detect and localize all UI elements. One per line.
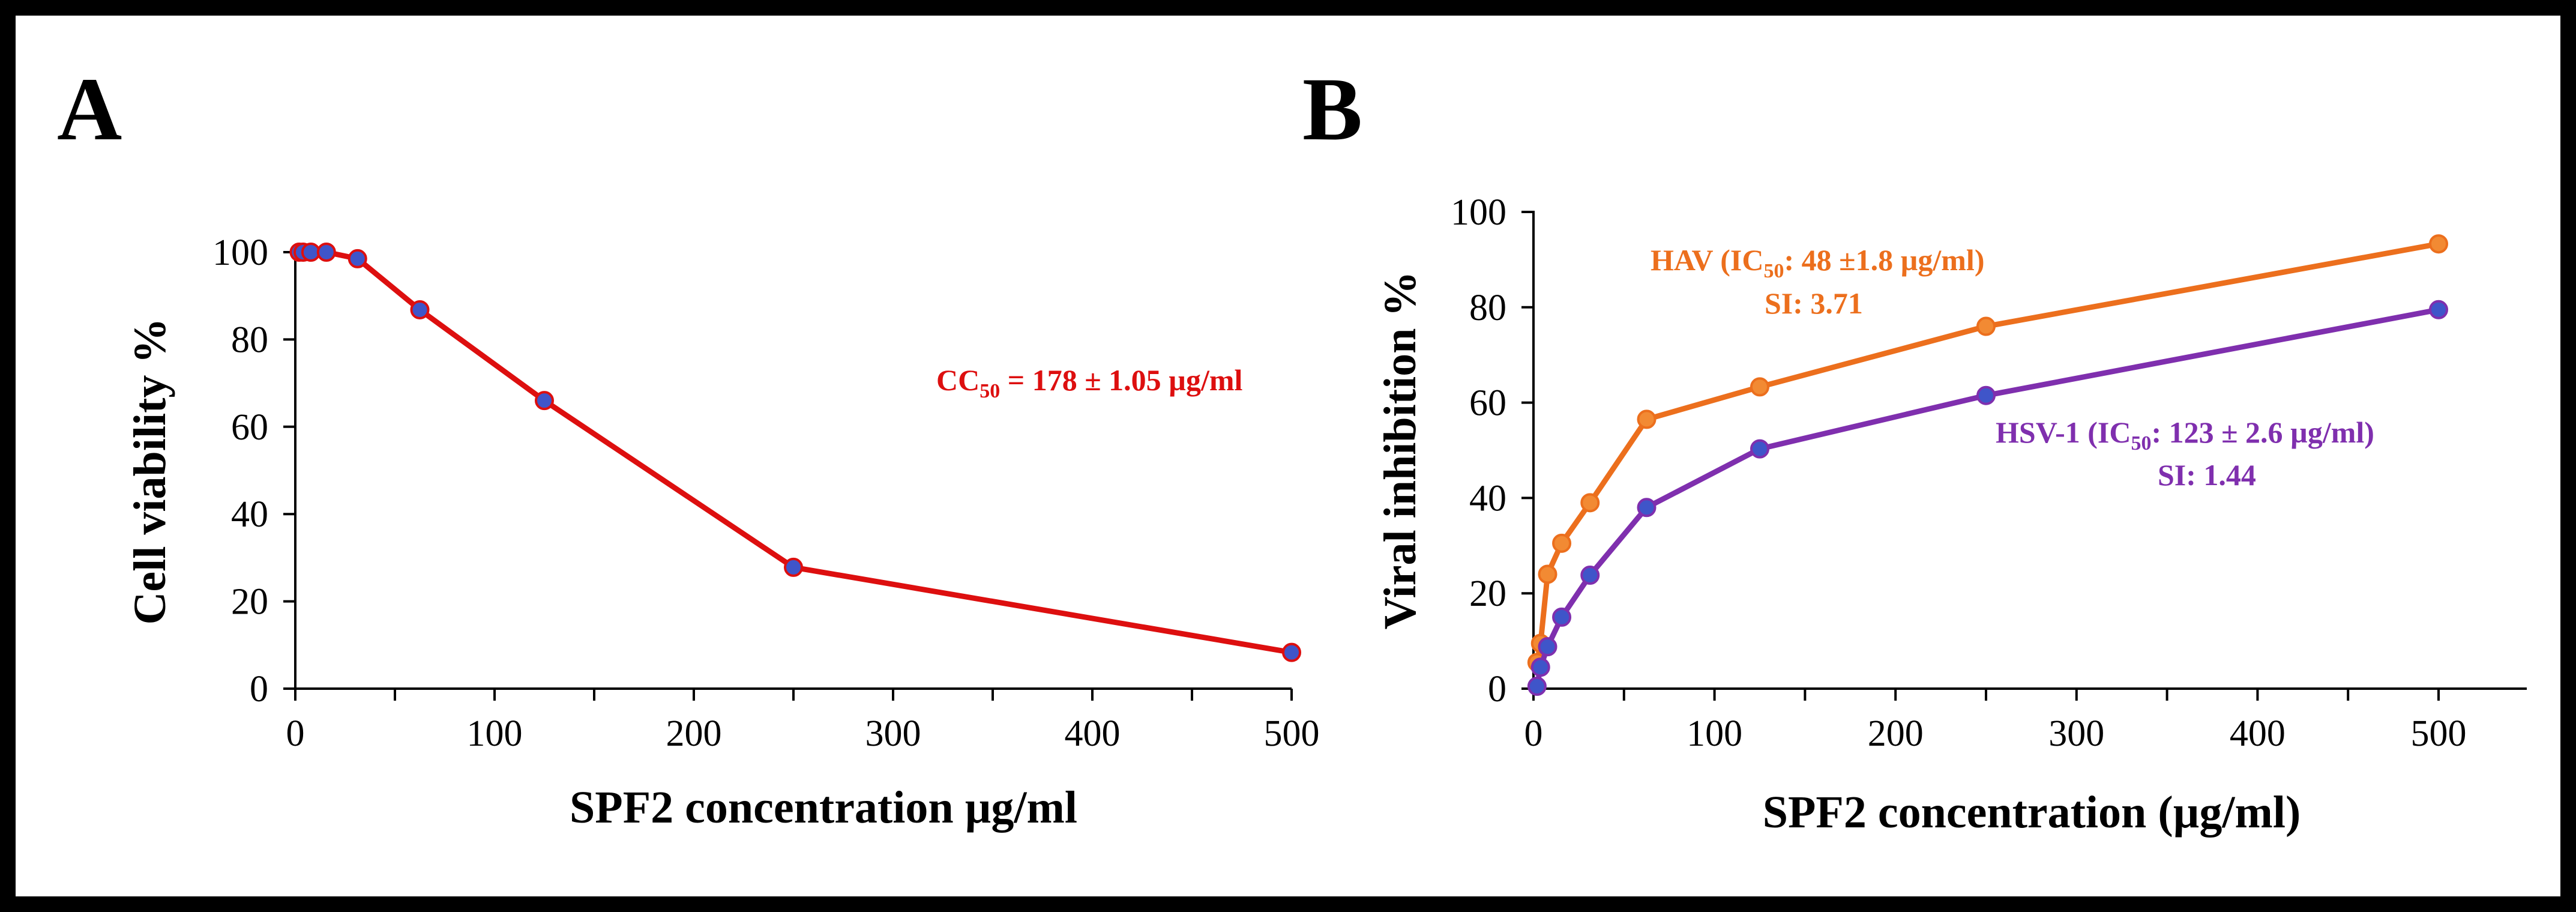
hav-si-annotation: SI: 3.71 — [1765, 286, 1863, 320]
chart-panel-b: 0 20 40 60 80 100 0 100 200 300 400 500 SPF2 concent… — [1375, 192, 2527, 838]
panel-a-x-tick-label: 500 — [1264, 713, 1320, 754]
panel-a-y-tick-label: 40 — [231, 494, 268, 535]
panel-b-series-hsv-1-point — [1580, 566, 1600, 585]
panel-a-y-tick-label: 100 — [212, 232, 268, 273]
panel-b-series-hsv-1-point — [1538, 637, 1557, 657]
panel-a-series-cell-viability-point — [348, 249, 367, 268]
panel-b-x-axis-title: SPF2 concentration (µg/ml) — [1763, 787, 2301, 838]
hsv1-ic50-subscript: 50 — [2131, 432, 2151, 454]
hsv1-si-annotation: SI: 1.44 — [2158, 458, 2256, 492]
hsv1-ic50-value: : 123 ± 2.6 µg/ml) — [2151, 415, 2374, 449]
panel-a-x-tick-label: 200 — [666, 713, 722, 754]
panel-b-series-hav-point — [1750, 377, 1769, 397]
panel-letter-b: B — [1302, 59, 1362, 159]
panel-a-series-cell-viability-point — [410, 300, 430, 319]
cc50-prefix: CC — [936, 363, 980, 397]
panel-a-y-axis-title: Cell viability % — [125, 318, 175, 625]
panel-b-series-hav-point — [1552, 533, 1572, 553]
hsv1-annotation-line1: HSV-1 (IC50: 123 ± 2.6 µg/ml) — [1996, 415, 2374, 454]
panel-b-x-tick-label: 200 — [1868, 713, 1924, 754]
panel-b-series-hsv-1-point — [1530, 657, 1550, 677]
panel-b-x-tick-label: 500 — [2411, 713, 2467, 754]
panel-a-series-cell-viability-point — [535, 391, 554, 411]
panel-b-series-hav-point — [1976, 316, 1996, 336]
panel-a-y-tick-label: 60 — [231, 407, 268, 448]
panel-b-series-hsv-1-point — [1750, 439, 1769, 459]
panel-b-y-tick-label: 40 — [1469, 478, 1506, 519]
cc50-annotation: CC50 = 178 ± 1.05 µg/ml — [936, 363, 1243, 402]
panel-a-y-tick-label: 80 — [231, 319, 268, 360]
panel-b-x-tick-label: 300 — [2048, 713, 2104, 754]
panel-b-y-tick-label: 80 — [1469, 288, 1506, 328]
panel-a-y-tick-label: 0 — [250, 669, 268, 710]
panel-b-series-hav-point — [2429, 234, 2448, 254]
hav-annotation-line1: HAV (IC50: 48 ±1.8 µg/ml) — [1651, 243, 1984, 282]
panel-b-series-hsv-1-point — [1552, 607, 1572, 627]
panel-a-x-tick-label: 100 — [467, 713, 523, 754]
panel-a-y-tick-label: 20 — [231, 582, 268, 623]
chart-panel-a: 0 20 40 60 80 100 0 100 200 300 400 500 SPF2 concent… — [125, 232, 1320, 833]
panel-b-x-tick-label: 0 — [1524, 713, 1543, 754]
panel-b-y-tick-label: 100 — [1451, 192, 1506, 233]
panel-b-series-hsv-1-point — [2429, 300, 2448, 319]
panel-b-x-tick-label: 400 — [2230, 713, 2286, 754]
hav-ic50-value: : 48 ±1.8 µg/ml) — [1784, 243, 1984, 277]
panel-a-x-tick-label: 0 — [286, 713, 305, 754]
panel-b-series-hav-point — [1580, 493, 1600, 513]
cc50-subscript: 50 — [980, 380, 1000, 402]
panel-b-x-tick-label: 100 — [1687, 713, 1742, 754]
panel-b-series-hsv-1-point — [1976, 385, 1996, 405]
hav-ic50-prefix: HAV (IC — [1651, 243, 1763, 277]
panel-b-y-axis-title: Viral inhibition % — [1375, 271, 1425, 630]
panel-a-series-cell-viability-point — [301, 243, 320, 262]
panel-a-x-axis-title: SPF2 concentration µg/ml — [570, 782, 1077, 833]
panel-b-series-hav-point — [1637, 409, 1657, 429]
panel-b-y-tick-label: 0 — [1488, 669, 1506, 710]
panel-b-y-tick-label: 20 — [1469, 573, 1506, 614]
panel-a-series-cell-viability-point — [784, 557, 803, 577]
panel-a-series-cell-viability-point — [1282, 642, 1301, 662]
panel-a-series-cell-viability-point — [316, 243, 336, 262]
hav-ic50-subscript: 50 — [1763, 260, 1784, 282]
panel-b-series-hsv-1-point — [1527, 677, 1547, 696]
cc50-value: = 178 ± 1.05 µg/ml — [1000, 363, 1242, 397]
hsv1-ic50-prefix: HSV-1 (IC — [1996, 415, 2131, 449]
panel-b-series-hsv-1-point — [1637, 498, 1657, 518]
panel-b-y-tick-label: 60 — [1469, 383, 1506, 424]
panel-a-x-tick-label: 300 — [865, 713, 921, 754]
panel-b-series-hav-point — [1538, 564, 1557, 584]
panel-letter-a: A — [57, 59, 122, 159]
panel-a-x-tick-label: 400 — [1065, 713, 1121, 754]
